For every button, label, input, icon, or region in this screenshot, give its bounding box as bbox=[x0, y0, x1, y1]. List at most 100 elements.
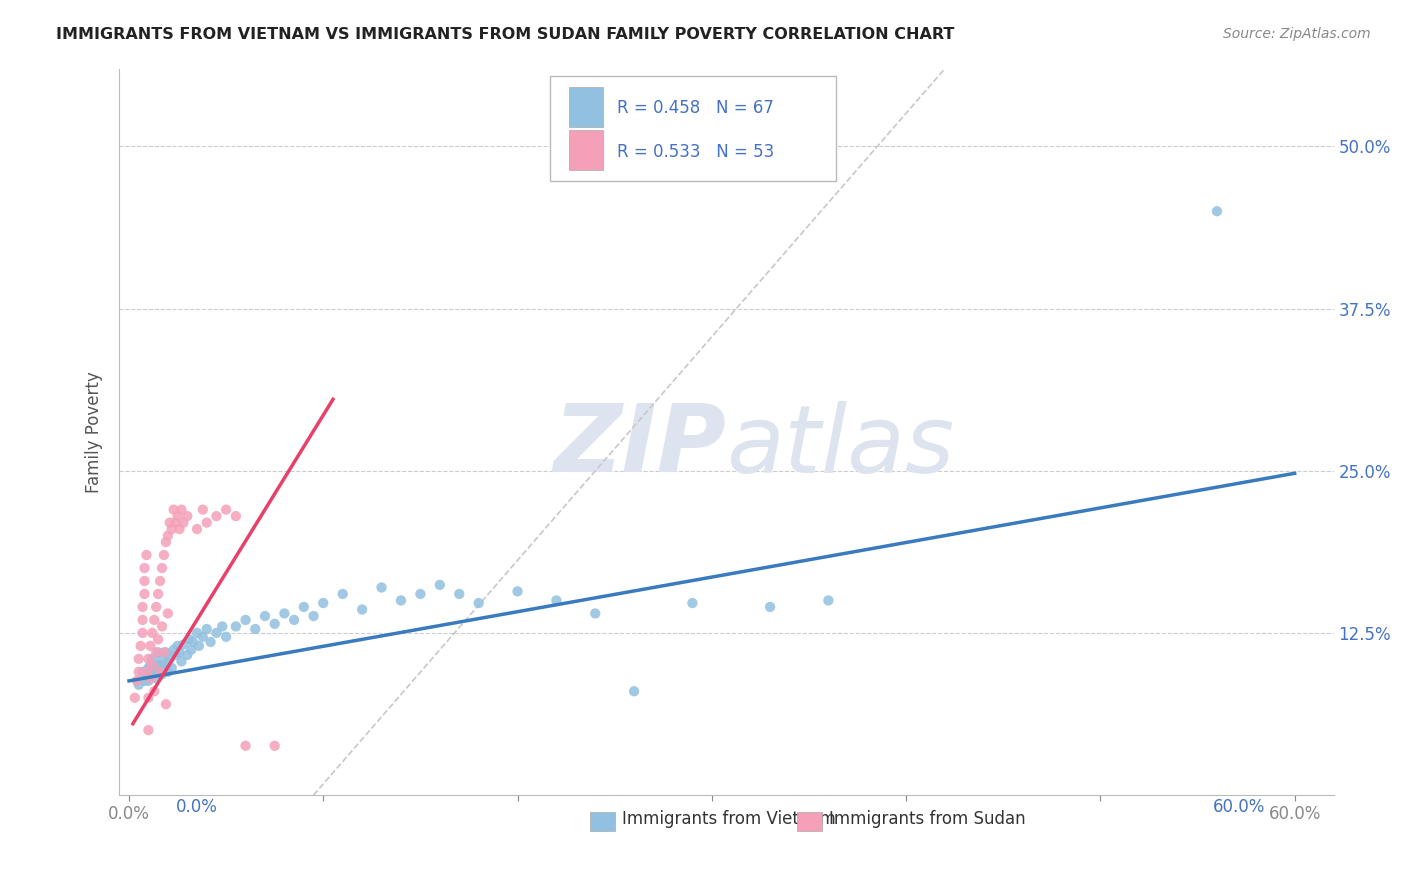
Point bbox=[134, 587, 156, 601]
Point bbox=[817, 593, 839, 607]
Point bbox=[155, 535, 177, 549]
Point bbox=[139, 671, 162, 685]
Point bbox=[138, 673, 160, 688]
Point bbox=[166, 509, 188, 524]
Point bbox=[352, 602, 374, 616]
Point bbox=[235, 739, 257, 753]
Point bbox=[150, 652, 173, 666]
Point bbox=[583, 607, 606, 621]
Point bbox=[191, 630, 214, 644]
Point bbox=[141, 667, 163, 681]
Point bbox=[134, 561, 156, 575]
Point bbox=[156, 665, 179, 679]
Point bbox=[165, 516, 187, 530]
Point bbox=[146, 665, 169, 679]
Point bbox=[131, 599, 153, 614]
Point bbox=[163, 642, 186, 657]
Point bbox=[145, 599, 167, 614]
Point bbox=[176, 509, 198, 524]
Point bbox=[283, 613, 305, 627]
Point bbox=[141, 658, 163, 673]
Point bbox=[312, 596, 335, 610]
Point bbox=[134, 673, 156, 688]
Point bbox=[176, 648, 198, 662]
Point bbox=[1206, 204, 1229, 219]
Point bbox=[623, 684, 645, 698]
Text: atlas: atlas bbox=[727, 401, 955, 491]
Point bbox=[169, 645, 191, 659]
Point bbox=[186, 626, 208, 640]
Point bbox=[146, 587, 169, 601]
Point bbox=[155, 698, 177, 712]
Point bbox=[215, 630, 238, 644]
Text: R = 0.533   N = 53: R = 0.533 N = 53 bbox=[617, 143, 775, 161]
Point bbox=[170, 655, 193, 669]
Point bbox=[170, 502, 193, 516]
Point bbox=[125, 673, 148, 688]
Text: 0.0%: 0.0% bbox=[176, 798, 218, 816]
Point bbox=[139, 639, 162, 653]
Point bbox=[263, 616, 285, 631]
FancyBboxPatch shape bbox=[568, 130, 603, 170]
Point bbox=[155, 645, 177, 659]
Point bbox=[135, 548, 157, 562]
Point bbox=[245, 622, 267, 636]
Point bbox=[159, 516, 181, 530]
Point bbox=[332, 587, 354, 601]
Point bbox=[141, 652, 163, 666]
Point bbox=[153, 661, 176, 675]
Point bbox=[211, 619, 233, 633]
Text: ZIP: ZIP bbox=[554, 401, 727, 492]
Point bbox=[186, 522, 208, 536]
Point bbox=[138, 723, 160, 738]
Point bbox=[150, 619, 173, 633]
Point bbox=[146, 632, 169, 647]
Text: IMMIGRANTS FROM VIETNAM VS IMMIGRANTS FROM SUDAN FAMILY POVERTY CORRELATION CHAR: IMMIGRANTS FROM VIETNAM VS IMMIGRANTS FR… bbox=[56, 27, 955, 42]
Point bbox=[143, 684, 166, 698]
Point bbox=[131, 665, 153, 679]
Point bbox=[681, 596, 703, 610]
Point bbox=[128, 678, 150, 692]
Point bbox=[187, 639, 209, 653]
Point bbox=[128, 652, 150, 666]
Point bbox=[139, 658, 162, 673]
Point bbox=[449, 587, 471, 601]
Point bbox=[129, 639, 152, 653]
Point bbox=[128, 665, 150, 679]
FancyBboxPatch shape bbox=[568, 87, 603, 127]
Text: Immigrants from Vietnam: Immigrants from Vietnam bbox=[623, 810, 837, 828]
Text: Source: ZipAtlas.com: Source: ZipAtlas.com bbox=[1223, 27, 1371, 41]
Point bbox=[138, 661, 160, 675]
Point bbox=[153, 548, 176, 562]
Point bbox=[145, 645, 167, 659]
Point bbox=[225, 619, 247, 633]
Point bbox=[149, 658, 172, 673]
Point bbox=[273, 607, 295, 621]
Point bbox=[141, 626, 163, 640]
Point bbox=[138, 690, 160, 705]
Point bbox=[235, 613, 257, 627]
Point bbox=[205, 626, 228, 640]
Point bbox=[546, 593, 568, 607]
Point bbox=[163, 502, 186, 516]
Point bbox=[263, 739, 285, 753]
Point bbox=[205, 509, 228, 524]
Point bbox=[172, 516, 194, 530]
Text: 60.0%: 60.0% bbox=[1213, 798, 1265, 816]
Point bbox=[200, 635, 222, 649]
Point bbox=[159, 652, 181, 666]
Point bbox=[156, 656, 179, 670]
Point bbox=[149, 665, 172, 679]
Point bbox=[145, 671, 167, 685]
Point bbox=[253, 609, 276, 624]
Point bbox=[370, 581, 392, 595]
Point bbox=[134, 574, 156, 588]
Point bbox=[195, 622, 218, 636]
Point bbox=[409, 587, 432, 601]
Point bbox=[302, 609, 325, 624]
Y-axis label: Family Poverty: Family Poverty bbox=[86, 371, 103, 492]
Point bbox=[145, 658, 167, 673]
Point bbox=[138, 652, 160, 666]
Point bbox=[195, 516, 218, 530]
Point bbox=[156, 607, 179, 621]
